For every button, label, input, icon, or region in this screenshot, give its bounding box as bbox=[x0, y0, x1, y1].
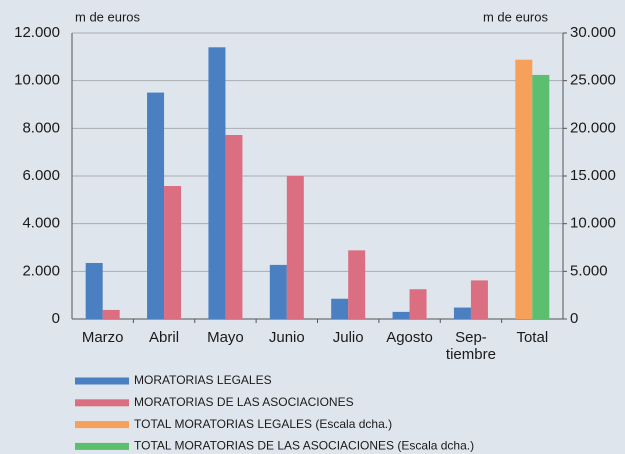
bar bbox=[225, 135, 243, 319]
legend-swatch bbox=[75, 421, 129, 429]
x-tick-label: Sep-tiembre bbox=[446, 329, 496, 363]
bar bbox=[331, 298, 349, 319]
bar bbox=[453, 307, 471, 319]
y2-tick-label: 15.000 bbox=[570, 167, 616, 184]
legend-label: MORATORIAS DE LAS ASOCIACIONES bbox=[134, 395, 354, 409]
legend-label: MORATORIAS LEGALES bbox=[134, 373, 272, 387]
bar bbox=[515, 59, 533, 320]
bar bbox=[409, 289, 427, 319]
x-tick-label: Mayo bbox=[207, 329, 244, 346]
y2-tick-label: 10.000 bbox=[570, 215, 616, 232]
bar bbox=[470, 280, 488, 319]
x-tick-label: Julio bbox=[333, 329, 364, 346]
legend-label: TOTAL MORATORIAS LEGALES (Escala dcha.) bbox=[134, 417, 392, 431]
y-tick-label: 8.000 bbox=[22, 119, 60, 136]
y2-tick-label: 0 bbox=[570, 310, 578, 327]
y2-axis-label: m de euros bbox=[483, 9, 549, 24]
x-tick-label: Junio bbox=[269, 329, 305, 346]
bar bbox=[208, 47, 226, 320]
legend-swatch bbox=[75, 442, 129, 450]
y-axis-label: m de euros bbox=[75, 9, 141, 24]
y-tick-label: 10.000 bbox=[14, 72, 60, 89]
bar bbox=[147, 92, 165, 319]
bar bbox=[392, 311, 410, 319]
y-tick-label: 6.000 bbox=[22, 167, 60, 184]
y-tick-label: 12.000 bbox=[14, 24, 60, 41]
y-tick-label: 2.000 bbox=[22, 262, 60, 279]
x-tick-label: Total bbox=[516, 329, 548, 346]
legend-label: TOTAL MORATORIAS DE LAS ASOCIACIONES (Es… bbox=[134, 439, 474, 453]
y2-tick-label: 5.000 bbox=[570, 262, 608, 279]
y2-tick-label: 25.000 bbox=[570, 72, 616, 89]
bar bbox=[85, 262, 103, 319]
bar bbox=[164, 186, 182, 319]
y2-tick-label: 30.000 bbox=[570, 24, 616, 41]
bar bbox=[286, 176, 304, 319]
y-tick-label: 4.000 bbox=[22, 215, 60, 232]
bar bbox=[532, 74, 550, 320]
bar bbox=[348, 250, 366, 319]
x-tick-label: Agosto bbox=[386, 329, 433, 346]
bar bbox=[102, 309, 120, 319]
x-tick-label: Marzo bbox=[82, 329, 124, 346]
y-tick-label: 0 bbox=[52, 310, 60, 327]
x-tick-label: Abril bbox=[149, 329, 179, 346]
y2-tick-label: 20.000 bbox=[570, 119, 616, 136]
legend-swatch bbox=[75, 377, 129, 385]
legend-swatch bbox=[75, 399, 129, 407]
bar bbox=[269, 264, 287, 319]
